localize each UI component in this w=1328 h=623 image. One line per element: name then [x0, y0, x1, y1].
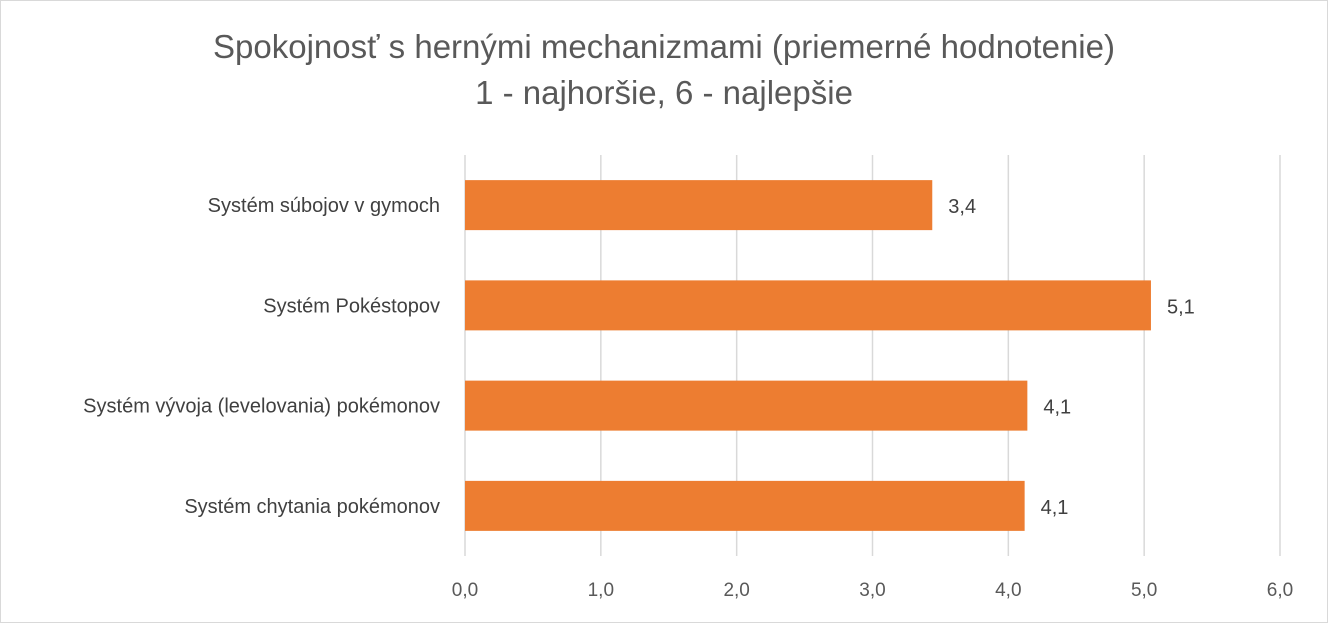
x-tick-label: 2,0	[723, 580, 749, 601]
bar	[465, 380, 1028, 431]
category-label: Systém chytania pokémonov	[184, 496, 440, 518]
data-label: 3,4	[948, 196, 976, 218]
x-tick-label: 3,0	[859, 580, 885, 601]
x-tick-label: 1,0	[588, 580, 614, 601]
category-label: Systém súbojov v gymoch	[208, 195, 440, 217]
data-labels: 3,4 5,1 4,1 4,1	[948, 196, 1195, 519]
tick-labels: 0,0 1,0 2,0 3,0 4,0 5,0 6,0	[452, 580, 1293, 601]
data-label: 4,1	[1041, 497, 1069, 519]
bar	[465, 180, 933, 231]
chart-title-block: Spokojnosť s hernými mechanizmami (priem…	[0, 24, 1328, 116]
x-tick-label: 0,0	[452, 580, 478, 601]
data-label: 5,1	[1167, 296, 1195, 318]
chart-title: Spokojnosť s hernými mechanizmami (priem…	[213, 28, 1115, 65]
data-label: 4,1	[1043, 397, 1071, 419]
x-tick-label: 6,0	[1267, 580, 1293, 601]
chart-subtitle: 1 - najhoršie, 6 - najlepšie	[475, 74, 853, 111]
bar	[465, 480, 1025, 531]
category-label: Systém vývoja (levelovania) pokémonov	[83, 396, 440, 418]
x-tick-label: 5,0	[1131, 580, 1157, 601]
category-label: Systém Pokéstopov	[263, 295, 440, 317]
bars	[465, 180, 1151, 531]
x-tick-label: 4,0	[995, 580, 1021, 601]
category-labels: Systém súbojov v gymoch Systém Pokéstopov…	[83, 195, 440, 518]
bar	[465, 280, 1151, 331]
